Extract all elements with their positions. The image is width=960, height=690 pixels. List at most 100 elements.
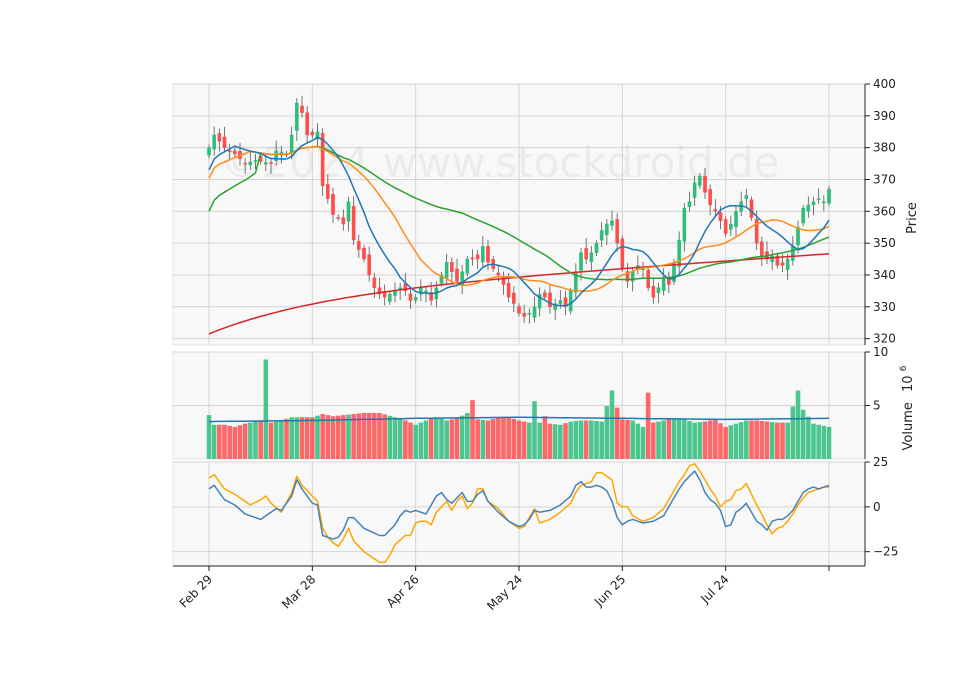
candle (274, 140, 278, 166)
candle-body (465, 258, 470, 274)
candle-body (708, 189, 712, 206)
volume-bar (563, 423, 568, 459)
candle-body (615, 219, 619, 244)
candle-body (646, 269, 650, 288)
volume-bar (769, 422, 775, 459)
candle-body (274, 150, 278, 161)
volume-bar (589, 420, 594, 459)
volume-bar (470, 400, 475, 459)
volume-bar (640, 426, 646, 459)
volume-bar (496, 417, 501, 459)
candle-body (429, 292, 433, 301)
candle-body (326, 184, 330, 199)
candle (620, 235, 625, 272)
candle-body (594, 242, 599, 253)
volume-axis-label: Volume 10 6 (899, 365, 916, 450)
candle-body (610, 220, 614, 226)
candle-body (744, 195, 749, 200)
volume-bar (372, 412, 377, 459)
candle-body (816, 198, 821, 200)
candle-body (393, 290, 397, 296)
candle (470, 249, 475, 266)
candle-body (517, 306, 521, 314)
candle (796, 220, 800, 254)
candle (351, 195, 356, 245)
candle (362, 244, 366, 263)
candle (610, 210, 614, 231)
candle-body (796, 227, 800, 246)
candle-body (687, 201, 692, 207)
volume-bar (413, 424, 418, 459)
volume-bar (310, 417, 315, 459)
candle (744, 188, 749, 208)
candle-body (227, 150, 232, 152)
volume-bar (490, 418, 496, 459)
candle-body (336, 217, 340, 219)
volume-bar (594, 421, 599, 459)
candle-body (729, 223, 733, 230)
volume-bar (237, 425, 243, 459)
candle-body (481, 246, 485, 263)
volume-bar (248, 422, 253, 459)
volume-bar (713, 419, 718, 459)
candle-body (470, 257, 475, 260)
candle (269, 157, 273, 174)
volume-bar (480, 419, 486, 459)
candle-body (548, 292, 552, 308)
volume-bar (527, 422, 532, 459)
volume-bar (625, 419, 630, 459)
price-tick-label: 370 (873, 172, 896, 186)
volume-bar (506, 417, 511, 459)
candle-body (450, 262, 454, 272)
candle-body (331, 194, 335, 215)
volume-bar (273, 421, 279, 459)
candle-body (305, 112, 309, 136)
volume-bar (475, 419, 480, 459)
volume-bar (697, 422, 703, 459)
x-tick-label: Jul 24 (697, 572, 731, 606)
candle (336, 214, 340, 221)
candle-body (625, 271, 630, 282)
volume-bar (749, 420, 754, 459)
candle (481, 236, 485, 267)
candle-body (408, 293, 413, 301)
candle (816, 188, 821, 204)
candle-body (295, 102, 299, 131)
candle (749, 196, 754, 221)
candle-body (734, 211, 738, 228)
volume-bar (263, 359, 269, 459)
candle-body (801, 207, 805, 224)
price-axis-label: Price (905, 202, 920, 234)
volume-bar (723, 426, 728, 459)
osc-tick-label: 0 (873, 500, 881, 514)
price-tick-label: 330 (873, 300, 896, 314)
candle (651, 277, 656, 304)
candle-body (703, 176, 707, 193)
candle-body (320, 132, 325, 187)
candle-body (589, 252, 594, 263)
volume-bar (759, 421, 765, 459)
candle-body (713, 209, 718, 212)
candle-body (579, 252, 583, 271)
x-tick-label: Feb 29 (177, 572, 215, 610)
volume-bar (387, 415, 393, 459)
candle (295, 98, 299, 141)
candle-body (563, 297, 568, 308)
candle (708, 184, 712, 216)
candle-body (233, 150, 237, 155)
candle-body (222, 136, 227, 148)
osc-tick-label: −25 (873, 545, 898, 559)
candle-body (341, 217, 346, 225)
candle-body (357, 241, 361, 250)
candle (584, 238, 588, 264)
candle (677, 231, 681, 274)
candle (522, 304, 526, 324)
volume-bar (320, 414, 325, 459)
candle (408, 287, 413, 309)
candle-body (584, 248, 588, 260)
candle (563, 290, 568, 316)
volume-bar (351, 414, 356, 459)
volume-bar (418, 422, 424, 459)
candle-body (780, 262, 785, 266)
candle (227, 143, 232, 160)
